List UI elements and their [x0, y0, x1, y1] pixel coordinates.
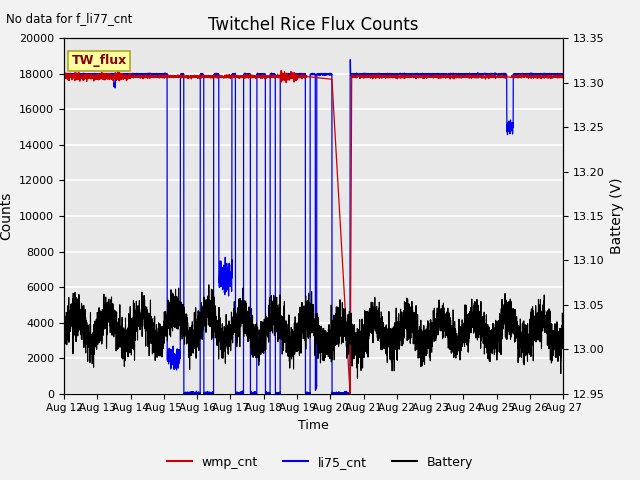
Title: Twitchel Rice Flux Counts: Twitchel Rice Flux Counts [209, 16, 419, 34]
Legend: wmp_cnt, li75_cnt, Battery: wmp_cnt, li75_cnt, Battery [162, 451, 478, 474]
Y-axis label: Battery (V): Battery (V) [611, 178, 625, 254]
Y-axis label: Counts: Counts [0, 192, 13, 240]
Text: TW_flux: TW_flux [72, 54, 127, 67]
Text: No data for f_li77_cnt: No data for f_li77_cnt [6, 12, 132, 25]
X-axis label: Time: Time [298, 419, 329, 432]
